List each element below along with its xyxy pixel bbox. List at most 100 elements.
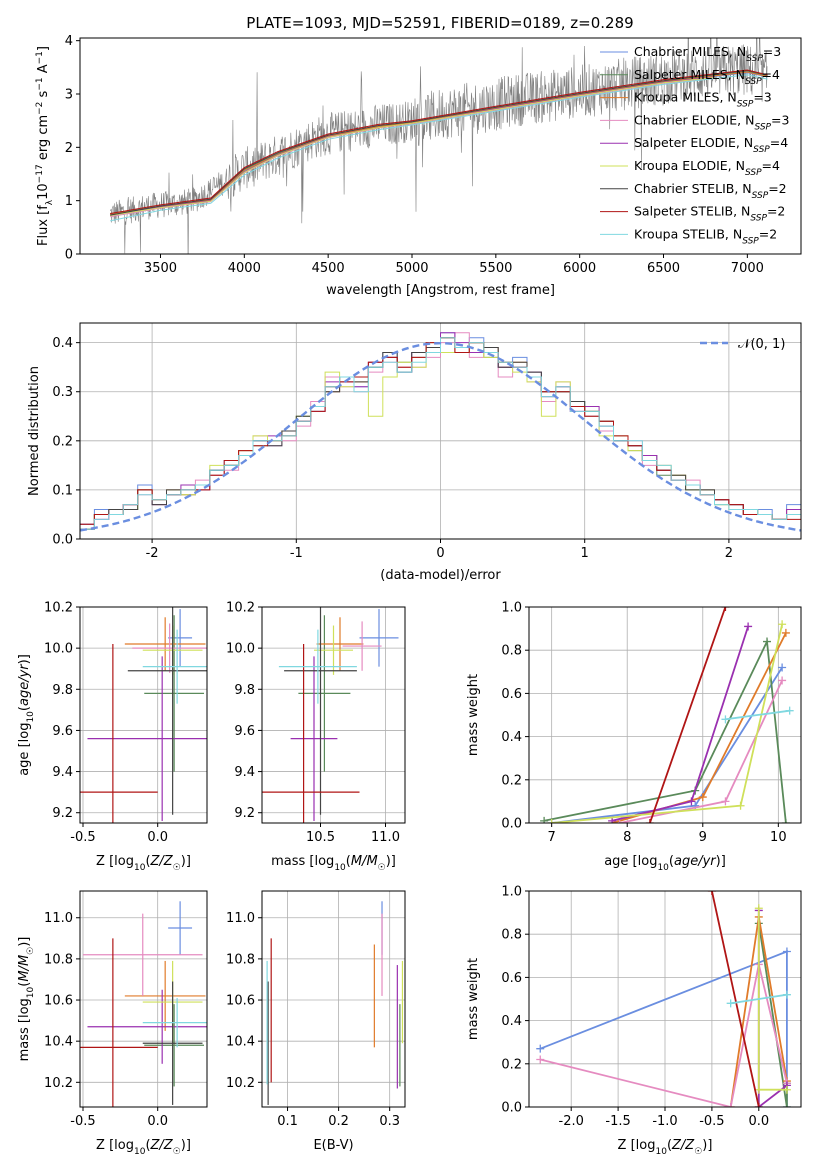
- plus-marker: [782, 1085, 791, 1094]
- y-axis-label: Flux [fλ10−17 erg cm−2 s−1 A−1]: [35, 46, 55, 246]
- plus-marker: [754, 904, 763, 913]
- x-tick-label: -0.5: [70, 1114, 95, 1129]
- y-tick-label: 9.8: [234, 683, 255, 698]
- model-line: [110, 69, 768, 214]
- plus-marker: [754, 1103, 763, 1107]
- plus-marker: [721, 607, 730, 611]
- model-line: [110, 74, 768, 222]
- axes-frame: [79, 890, 208, 1108]
- model-line: [110, 77, 714, 217]
- y-tick-label: 0.0: [52, 533, 73, 548]
- y-tick-label: 2: [65, 141, 73, 156]
- gaussian-curve: [80, 341, 801, 532]
- x-tick-label: 0.0: [748, 1114, 769, 1129]
- axes-frame: [79, 606, 208, 824]
- x-tick-label: -0.5: [70, 830, 95, 845]
- y-tick-label: 10.2: [44, 1076, 73, 1091]
- legend-entry: Chabrier MILES, NSSP=3: [634, 44, 781, 64]
- plus-marker: [778, 663, 787, 672]
- y-tick-label: 10.0: [226, 642, 255, 657]
- x-tick-label: -0.5: [699, 1114, 724, 1129]
- y-tick-label: 0.8: [501, 928, 522, 943]
- plus-marker: [778, 676, 787, 685]
- figure-title: PLATE=1093, MJD=52591, FIBERID=0189, z=0…: [246, 14, 633, 32]
- x-tick-label: 10: [770, 830, 787, 845]
- y-tick-label: 11.0: [44, 911, 73, 926]
- weight-line: [711, 891, 760, 1107]
- y-tick-label: 10.4: [44, 1035, 73, 1050]
- x-tick-label: 4000: [228, 261, 261, 276]
- x-tick-label: 11.0: [371, 830, 400, 845]
- plot-area: [109, 38, 768, 254]
- legend-entry: Salpeter STELIB, NSSP=2: [634, 204, 785, 224]
- x-tick-label: -1.0: [652, 1114, 677, 1129]
- panel-residuals: -2 -1 0 1 2 0.0 0.1 0.2 0.3 0.4 (data-model)/error…: [27, 322, 802, 583]
- legend-entry: 𝒩(0, 1): [738, 337, 785, 352]
- y-axis-label: Normed distribution: [27, 366, 42, 496]
- plus-marker: [536, 1044, 545, 1053]
- y-tick-label: 0.4: [501, 1014, 522, 1029]
- plus-marker: [721, 797, 730, 806]
- x-tick-label: 6000: [563, 261, 596, 276]
- y-tick-label: 10.8: [226, 952, 255, 967]
- x-tick-label: -1.5: [605, 1114, 630, 1129]
- y-tick-label: 9.2: [234, 806, 255, 821]
- x-tick-label: -2: [146, 546, 159, 561]
- plus-marker: [778, 620, 787, 629]
- legend-entry: Salpeter ELODIE, NSSP=4: [634, 135, 788, 155]
- y-tick-label: 9.4: [52, 765, 73, 780]
- axes-frame: [261, 606, 406, 824]
- x-axis-label: mass [log10(M/M☉)]: [271, 854, 396, 873]
- x-axis-label: Z [log10(Z/Z☉)]: [618, 1138, 713, 1157]
- x-tick-label: 7000: [731, 261, 764, 276]
- panel-massweight_vs_age: 7 8 9 10 0.0 0.2 0.4 0.6 0.8 1.0 age [log10(age/yr…: [466, 601, 802, 873]
- y-tick-label: 9.6: [234, 724, 255, 739]
- y-tick-label: 3: [65, 88, 73, 103]
- y-tick-label: 0: [65, 248, 73, 263]
- plus-marker: [707, 891, 716, 895]
- legend-entry: Kroupa ELODIE, NSSP=4: [634, 158, 780, 178]
- y-tick-label: 1: [65, 194, 73, 209]
- legend: Chabrier MILES, NSSP=3 Salpeter MILES, NS…: [600, 44, 789, 246]
- y-tick-label: 0.6: [501, 687, 522, 702]
- weight-line: [730, 993, 788, 1005]
- y-tick-label: 9.2: [52, 806, 73, 821]
- y-tick-label: 10.6: [44, 994, 73, 1009]
- plus-marker: [687, 797, 696, 806]
- y-tick-label: 10.6: [226, 994, 255, 1009]
- x-tick-label: 0.0: [147, 1114, 168, 1129]
- x-tick-label: 2: [725, 546, 733, 561]
- panel-mass_vs_EBV: 0.1 0.2 0.3 10.2 10.4 10.6 10.8 11.0 E(B-V): [226, 890, 406, 1153]
- y-tick-label: 10.2: [226, 601, 255, 616]
- y-tick-label: 10.2: [226, 1076, 255, 1091]
- y-axis-label: mass weight: [466, 674, 481, 756]
- x-tick-label: 5500: [479, 261, 512, 276]
- weight-line: [757, 923, 788, 1107]
- plot-area: [262, 607, 399, 823]
- plus-marker: [721, 715, 730, 724]
- plus-marker: [785, 706, 794, 715]
- y-tick-label: 0.2: [52, 434, 73, 449]
- y-tick-label: 10.0: [44, 642, 73, 657]
- x-tick-label: 1: [581, 546, 589, 561]
- plot-area: [80, 332, 801, 539]
- panel-spectrum: 3500 4000 4500 5000 5500 6000 6500 7000 0 1 2 3 4 wav…: [35, 34, 802, 298]
- y-tick-label: 0.4: [52, 336, 73, 351]
- x-tick-label: 3500: [144, 261, 177, 276]
- y-axis-label: age [log10(age/yr)]: [17, 654, 36, 776]
- plus-marker: [782, 947, 791, 956]
- x-tick-label: 0.2: [328, 1114, 349, 1129]
- x-axis-label: wavelength [Angstrom, rest frame]: [326, 283, 555, 298]
- axes-frame: [528, 606, 802, 824]
- y-tick-label: 0.8: [501, 644, 522, 659]
- legend-entry: Kroupa STELIB, NSSP=2: [634, 226, 777, 246]
- plus-marker: [645, 819, 654, 823]
- x-tick-label: 0: [436, 546, 444, 561]
- x-tick-label: 6500: [647, 261, 680, 276]
- plus-marker: [698, 793, 707, 802]
- legend-entry: Chabrier ELODIE, NSSP=3: [634, 112, 789, 132]
- x-axis-label: age [log10(age/yr)]: [604, 854, 726, 873]
- weight-line: [551, 667, 783, 823]
- plot-area: [266, 901, 404, 1105]
